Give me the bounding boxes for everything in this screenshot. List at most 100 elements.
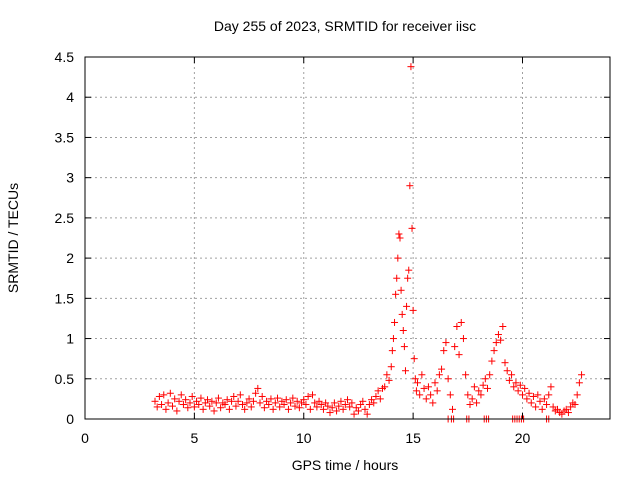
- y-tick-label: 2.5: [55, 210, 75, 226]
- data-point: [523, 395, 531, 403]
- data-point: [341, 401, 349, 409]
- data-point: [350, 410, 358, 418]
- data-point: [354, 407, 362, 415]
- data-point: [335, 402, 343, 410]
- data-point: [578, 371, 586, 379]
- y-axis-label: SRMTID / TECUs: [5, 183, 21, 293]
- data-point: [540, 395, 548, 403]
- y-tick-label: 4: [66, 89, 74, 105]
- data-point: [453, 322, 461, 330]
- data-point: [442, 339, 450, 347]
- data-point: [179, 401, 187, 409]
- data-point: [527, 399, 535, 407]
- data-point: [344, 396, 351, 404]
- x-tick-label: 20: [515, 430, 531, 446]
- y-tick-label: 3: [66, 170, 74, 186]
- data-point: [197, 394, 205, 402]
- data-point: [175, 397, 183, 405]
- data-point: [274, 394, 281, 402]
- data-point: [395, 230, 403, 238]
- data-points: [151, 63, 586, 423]
- data-point: [449, 405, 456, 413]
- data-point: [295, 404, 303, 412]
- data-point: [470, 383, 478, 391]
- data-point: [304, 392, 312, 400]
- data-point: [396, 234, 404, 242]
- data-point: [490, 347, 498, 355]
- data-point: [239, 401, 246, 409]
- data-point: [473, 399, 481, 407]
- data-point: [446, 391, 454, 399]
- data-point: [431, 379, 439, 387]
- data-point: [232, 402, 240, 410]
- data-point: [420, 384, 428, 392]
- data-point: [532, 403, 540, 411]
- data-point: [536, 397, 544, 405]
- data-point: [221, 401, 229, 409]
- data-point: [405, 266, 413, 274]
- data-point: [457, 318, 465, 326]
- data-point: [184, 404, 192, 412]
- data-point: [475, 387, 483, 395]
- data-point: [479, 381, 487, 389]
- data-point: [324, 402, 332, 410]
- data-point: [269, 405, 277, 413]
- x-tick-label: 0: [81, 430, 89, 446]
- data-point: [164, 399, 172, 407]
- data-point: [223, 396, 231, 404]
- data-point: [547, 383, 555, 391]
- data-point: [300, 396, 308, 404]
- data-point: [337, 397, 345, 405]
- data-point: [514, 387, 522, 395]
- data-point: [499, 322, 507, 330]
- data-point: [383, 371, 391, 379]
- data-point: [241, 405, 249, 413]
- data-point: [153, 403, 161, 411]
- data-point: [459, 335, 467, 343]
- data-point: [260, 404, 268, 412]
- data-point: [573, 391, 581, 399]
- data-point: [293, 397, 301, 405]
- data-point: [195, 401, 203, 409]
- data-point: [236, 391, 244, 399]
- data-point: [265, 401, 273, 409]
- data-point: [462, 371, 470, 379]
- data-point: [256, 399, 264, 407]
- data-point: [385, 376, 393, 384]
- data-point: [291, 402, 299, 410]
- data-point: [393, 274, 401, 282]
- x-axis-label: GPS time / hours: [292, 457, 399, 473]
- data-point: [339, 405, 347, 413]
- data-point: [401, 367, 409, 375]
- data-point: [188, 392, 196, 400]
- data-point: [400, 343, 408, 351]
- data-point: [394, 254, 402, 262]
- data-point: [505, 376, 513, 384]
- data-point: [348, 399, 356, 407]
- data-point: [155, 392, 163, 400]
- data-point: [440, 347, 448, 355]
- data-point: [481, 375, 489, 383]
- data-point: [214, 394, 222, 402]
- data-point: [370, 399, 378, 407]
- data-point: [319, 405, 327, 413]
- data-point: [258, 392, 266, 400]
- data-point: [225, 405, 233, 413]
- data-point: [464, 391, 472, 399]
- y-tick-label: 0.5: [55, 371, 75, 387]
- data-point: [424, 383, 432, 391]
- data-point: [372, 392, 380, 400]
- data-point: [328, 404, 336, 412]
- x-tick-label: 15: [405, 430, 421, 446]
- data-point: [519, 391, 526, 399]
- data-point: [414, 379, 421, 387]
- data-point: [501, 359, 509, 367]
- data-point: [282, 396, 290, 404]
- data-point: [422, 395, 430, 403]
- data-point: [508, 371, 516, 379]
- y-tick-label: 1.5: [55, 290, 75, 306]
- data-point: [376, 395, 384, 403]
- data-point: [212, 399, 220, 407]
- data-point: [311, 399, 319, 407]
